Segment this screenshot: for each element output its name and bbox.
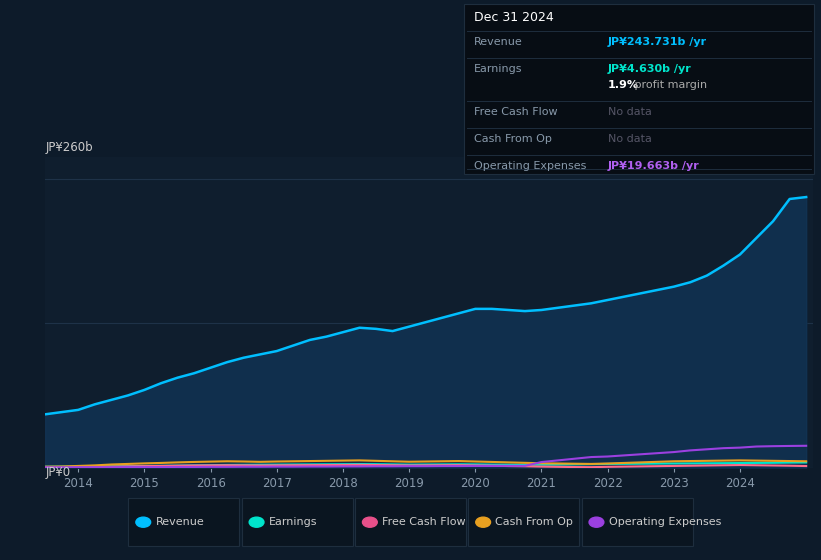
Text: JP¥260b: JP¥260b	[45, 141, 93, 154]
Text: Operating Expenses: Operating Expenses	[609, 517, 721, 527]
Text: Free Cash Flow: Free Cash Flow	[383, 517, 466, 527]
Text: Earnings: Earnings	[269, 517, 318, 527]
Text: No data: No data	[608, 107, 651, 117]
Text: Free Cash Flow: Free Cash Flow	[474, 107, 557, 117]
Text: JP¥4.630b /yr: JP¥4.630b /yr	[608, 64, 691, 74]
Text: No data: No data	[608, 134, 651, 144]
Text: profit margin: profit margin	[631, 80, 707, 90]
Text: Cash From Op: Cash From Op	[496, 517, 573, 527]
Text: Earnings: Earnings	[474, 64, 522, 74]
Text: JP¥243.731b /yr: JP¥243.731b /yr	[608, 37, 707, 47]
Text: JP¥0: JP¥0	[45, 466, 71, 479]
Text: Operating Expenses: Operating Expenses	[474, 161, 586, 171]
Text: Dec 31 2024: Dec 31 2024	[474, 11, 553, 24]
Text: JP¥19.663b /yr: JP¥19.663b /yr	[608, 161, 699, 171]
Text: Revenue: Revenue	[474, 37, 522, 47]
Text: Cash From Op: Cash From Op	[474, 134, 552, 144]
Text: Revenue: Revenue	[155, 517, 204, 527]
Text: 1.9%: 1.9%	[608, 80, 639, 90]
